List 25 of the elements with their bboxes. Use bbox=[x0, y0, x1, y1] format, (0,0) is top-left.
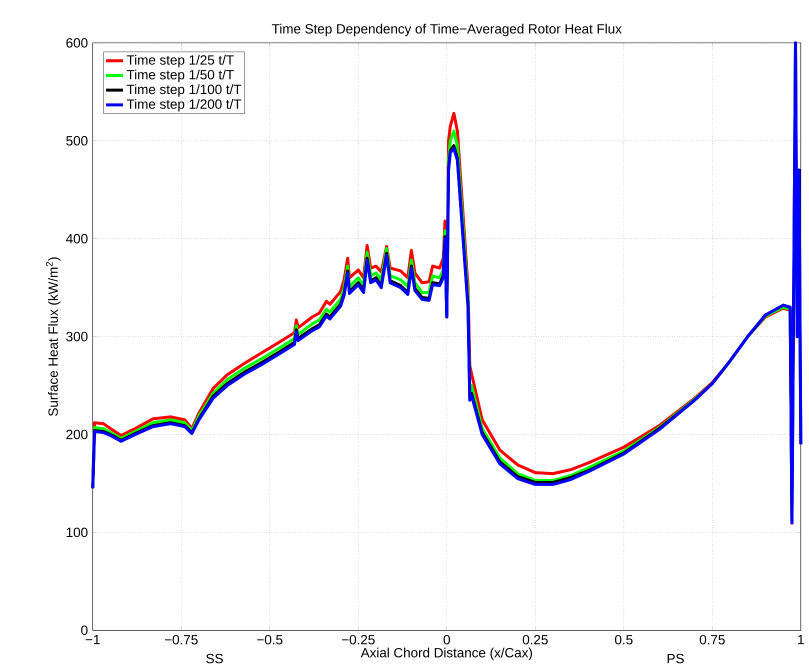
legend-label: Time step 1/25 t/T bbox=[126, 54, 234, 68]
x-tick-label: −0.5 bbox=[257, 635, 282, 645]
x-tick-label: 0.75 bbox=[700, 635, 725, 645]
legend-label: Time step 1/200 t/T bbox=[126, 99, 242, 112]
x-tick-label: 0.5 bbox=[615, 635, 633, 645]
x-tick-label: 1 bbox=[798, 635, 804, 644]
y-tick-label: 400 bbox=[66, 234, 88, 244]
chart-title: Time Step Dependency of Time−Averaged Rotor Heat Flux bbox=[272, 24, 622, 36]
y-tick-label: 600 bbox=[66, 38, 88, 48]
y-tick-label: 500 bbox=[66, 136, 88, 146]
y-axis-title: Surface Heat Flux (kW/m$^{2}$) bbox=[46, 258, 61, 416]
y-tick-label: 100 bbox=[66, 528, 88, 538]
x-axis-title: Axial Chord Distance (x/Cax) bbox=[360, 648, 532, 660]
text: PS bbox=[668, 654, 684, 664]
legend-label: Time step 1/100 t/T bbox=[126, 84, 242, 97]
legend-label: Time step 1/50 t/T bbox=[126, 70, 234, 82]
text: SS bbox=[206, 654, 223, 664]
x-tick-label: −0.25 bbox=[342, 635, 375, 645]
x-tick-label: −0.75 bbox=[164, 635, 198, 645]
y-tick-label: 300 bbox=[66, 332, 88, 342]
y-tick-label: 200 bbox=[66, 430, 88, 440]
x-tick-label: 0.25 bbox=[522, 635, 548, 645]
x-tick-label: −1 bbox=[86, 635, 100, 644]
x-tick-label: 0 bbox=[444, 635, 450, 645]
y-tick-label: 0 bbox=[81, 626, 88, 636]
